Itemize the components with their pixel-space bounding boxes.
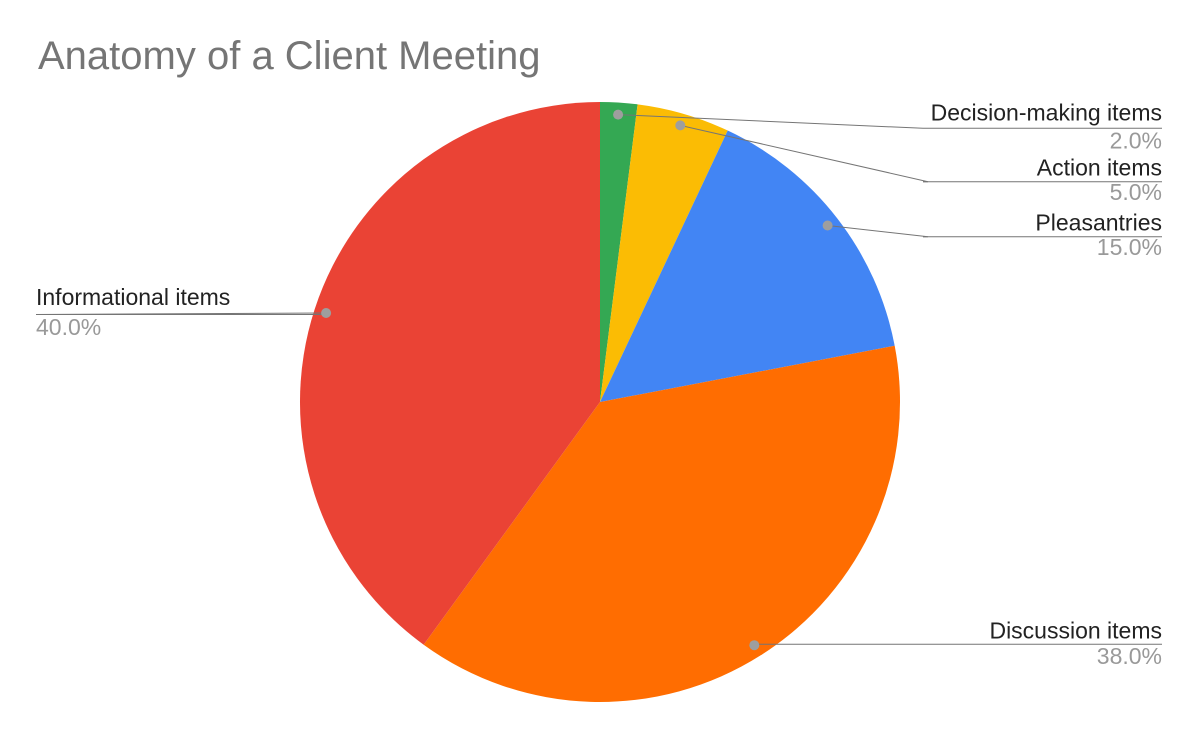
svg-text:40.0%: 40.0% [36,314,101,340]
svg-text:Discussion items: Discussion items [989,617,1162,643]
svg-text:2.0%: 2.0% [1110,127,1162,153]
svg-text:Action items: Action items [1037,155,1162,181]
svg-text:5.0%: 5.0% [1110,179,1162,205]
svg-text:38.0%: 38.0% [1097,643,1162,669]
svg-text:Decision-making items: Decision-making items [931,100,1162,126]
svg-text:Pleasantries: Pleasantries [1035,210,1162,236]
svg-text:Informational items: Informational items [36,284,230,310]
svg-text:15.0%: 15.0% [1097,234,1162,260]
